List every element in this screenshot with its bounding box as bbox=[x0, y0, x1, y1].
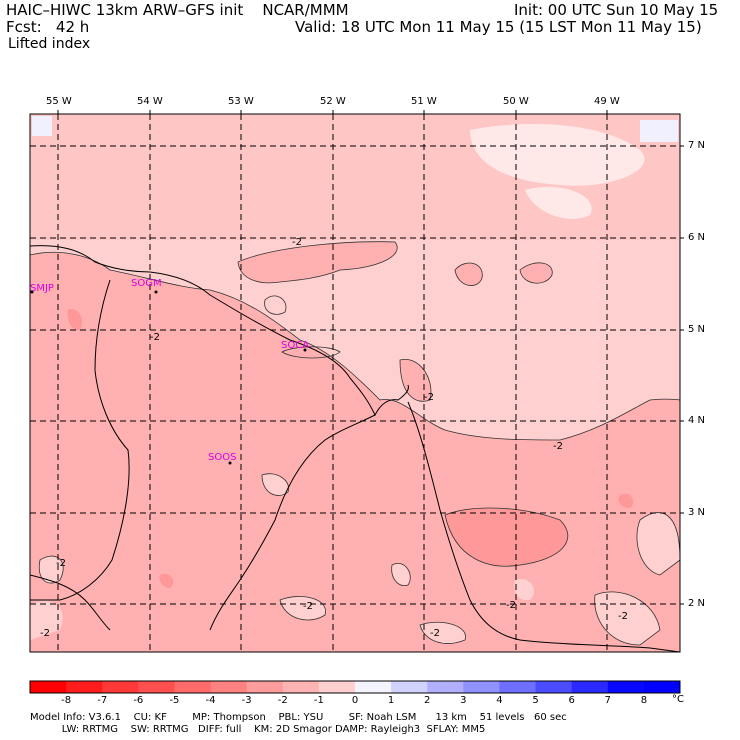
colorbar-swatch bbox=[427, 681, 464, 693]
colorbar-swatch bbox=[535, 681, 573, 693]
lat-lon-grid bbox=[30, 114, 680, 652]
li-shade-light-island bbox=[30, 601, 63, 640]
li-shade-dark bbox=[618, 493, 634, 508]
li-shade-dark bbox=[159, 573, 174, 588]
colorbar-tick-label: -3 bbox=[241, 695, 252, 706]
li-shade-positive bbox=[640, 120, 678, 142]
contour-label: -2 bbox=[150, 332, 160, 343]
lat-label: 4 N bbox=[688, 415, 706, 426]
lon-label: 50 W bbox=[503, 96, 529, 107]
colorbar-swatch bbox=[463, 681, 500, 693]
colorbar-tick-label: 6 bbox=[568, 695, 575, 706]
colorbar-tick-label: -4 bbox=[205, 695, 216, 706]
map-frame bbox=[29, 113, 681, 653]
colorbar-swatch bbox=[102, 681, 139, 693]
colorbar-tick-label: 8 bbox=[640, 695, 648, 706]
model-title: HAIC–HIWC 13km ARW–GFS init NCAR/MMM bbox=[6, 1, 349, 19]
li-shade-dark bbox=[67, 309, 83, 331]
colorbar-swatch bbox=[607, 681, 645, 693]
lon-label: 49 W bbox=[594, 96, 620, 107]
colorbar-tick-label: -2 bbox=[277, 695, 288, 706]
forecast-hour: Fcst: 42 h bbox=[6, 18, 90, 36]
init-time: Init: 00 UTC Sun 10 May 15 bbox=[514, 1, 719, 19]
li-shade-near-zero bbox=[525, 186, 592, 219]
lon-label: 52 W bbox=[320, 96, 346, 107]
colorbar-tick-label: 3 bbox=[460, 695, 467, 706]
contour-label: -2 bbox=[424, 392, 434, 403]
model-info-line2: LW: RRTMG SW: RRTMG DIFF: full KM: 2D Sm… bbox=[30, 724, 486, 735]
lon-label: 55 W bbox=[46, 96, 72, 107]
li-shade-medium bbox=[455, 263, 483, 286]
colorbar-tick-label: -1 bbox=[313, 695, 324, 706]
colorbar-tick-label: 5 bbox=[532, 695, 539, 706]
colorbar-swatch bbox=[246, 681, 284, 693]
contour-label: -2 bbox=[56, 558, 66, 569]
colorbar-swatch bbox=[499, 681, 537, 693]
li-shade-light-island bbox=[262, 473, 289, 496]
colorbar-tick-label: -8 bbox=[61, 695, 72, 706]
li-shade-light-island bbox=[280, 596, 326, 620]
coastline-borders bbox=[30, 245, 680, 652]
lat-label: 2 N bbox=[688, 598, 706, 609]
li-shade-light-island bbox=[391, 563, 411, 586]
model-info-line1: Model Info: V3.6.1 CU: KF MP: Thompson P… bbox=[30, 712, 567, 723]
contour-label: -2 bbox=[303, 601, 313, 612]
colorbar-tick-label: -6 bbox=[133, 695, 144, 706]
li-shade-light-island bbox=[39, 556, 64, 584]
li-shade-medium bbox=[238, 241, 398, 283]
contour-label: -2 bbox=[553, 441, 563, 452]
contour-label: -2 bbox=[40, 628, 50, 639]
lon-label: 51 W bbox=[411, 96, 437, 107]
contour-label: -2 bbox=[506, 600, 516, 611]
colorbar-tick-label: 0 bbox=[351, 695, 359, 706]
li-shade-light-island bbox=[420, 622, 466, 644]
li-shade-positive bbox=[32, 116, 52, 136]
colorbar-swatch bbox=[30, 681, 67, 693]
li-shade-light-island bbox=[636, 512, 680, 575]
station-markers bbox=[30, 290, 307, 465]
lat-label: 6 N bbox=[688, 232, 706, 243]
contour-label: -2 bbox=[618, 611, 628, 622]
valid-time: Valid: 18 UTC Mon 11 May 15 (15 LST Mon … bbox=[295, 18, 702, 36]
colorbar-swatch bbox=[66, 681, 103, 693]
colorbar-swatch bbox=[318, 681, 356, 693]
colorbar-tick-label: 1 bbox=[387, 695, 395, 706]
colorbar-unit: °C bbox=[672, 694, 684, 705]
station-label: SOOS bbox=[208, 452, 237, 463]
station-label: SOGM bbox=[131, 278, 162, 289]
contour-label: -2 bbox=[292, 237, 302, 248]
colorbar-swatch bbox=[355, 681, 392, 693]
lon-label: 54 W bbox=[137, 96, 163, 107]
colorbar-swatch bbox=[282, 681, 320, 693]
colorbar-swatch bbox=[571, 681, 609, 693]
colorbar-swatch bbox=[643, 681, 681, 693]
li-shade-near-zero bbox=[470, 124, 645, 186]
colorbar-swatch bbox=[391, 681, 428, 693]
contour-label: -2 bbox=[430, 628, 440, 639]
station-label: SMJP bbox=[30, 283, 54, 294]
colorbar-swatch bbox=[138, 681, 175, 693]
colorbar-frame bbox=[29, 680, 681, 694]
axis-ticks bbox=[57, 110, 684, 605]
li-shade-dark bbox=[445, 508, 568, 567]
lat-label: 5 N bbox=[688, 324, 706, 335]
colorbar-tick-label: -5 bbox=[169, 695, 180, 706]
colorbar-swatch bbox=[174, 681, 212, 693]
lon-label: 53 W bbox=[228, 96, 254, 107]
colorbar-tick-label: -7 bbox=[97, 695, 108, 706]
li-shade-medium bbox=[520, 262, 553, 284]
colorbar bbox=[29, 680, 681, 694]
field-name: Lifted index bbox=[8, 36, 91, 52]
colorbar-tick-label: 4 bbox=[496, 695, 503, 706]
colorbar-tick-label: 7 bbox=[604, 695, 611, 706]
colorbar-swatch bbox=[210, 681, 248, 693]
li-shade-light-island bbox=[594, 591, 660, 645]
station-label: SOCA bbox=[281, 340, 310, 351]
lat-label: 7 N bbox=[688, 140, 706, 151]
lat-label: 3 N bbox=[688, 507, 706, 518]
li-shade-light-island bbox=[514, 579, 535, 601]
colorbar-tick-label: 2 bbox=[424, 695, 431, 706]
